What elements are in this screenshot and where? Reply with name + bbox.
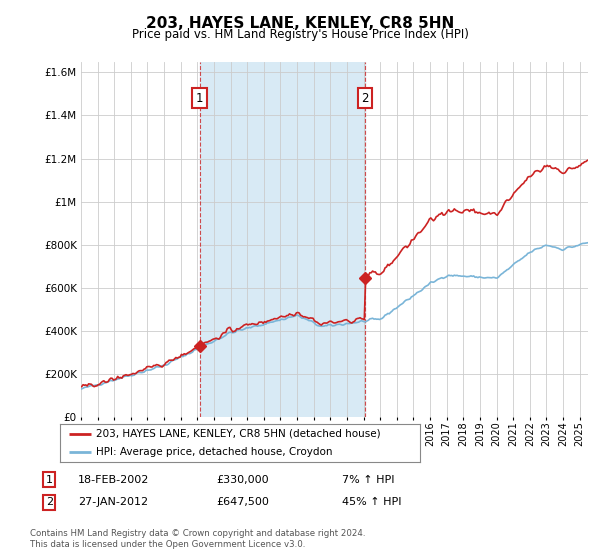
Text: Contains HM Land Registry data © Crown copyright and database right 2024.: Contains HM Land Registry data © Crown c… [30, 529, 365, 538]
Text: 1: 1 [46, 475, 53, 485]
Text: £647,500: £647,500 [216, 497, 269, 507]
Text: £330,000: £330,000 [216, 475, 269, 485]
Bar [200, 62, 365, 417]
Text: 7% ↑ HPI: 7% ↑ HPI [342, 475, 395, 485]
Text: This data is licensed under the Open Government Licence v3.0.: This data is licensed under the Open Gov… [30, 540, 305, 549]
Text: HPI: Average price, detached house, Croydon: HPI: Average price, detached house, Croy… [96, 447, 332, 457]
Text: 203, HAYES LANE, KENLEY, CR8 5HN: 203, HAYES LANE, KENLEY, CR8 5HN [146, 16, 454, 31]
Text: Price paid vs. HM Land Registry's House Price Index (HPI): Price paid vs. HM Land Registry's House … [131, 28, 469, 41]
Text: 18-FEB-2002: 18-FEB-2002 [78, 475, 149, 485]
Text: 27-JAN-2012: 27-JAN-2012 [78, 497, 148, 507]
Text: 45% ↑ HPI: 45% ↑ HPI [342, 497, 401, 507]
Text: 203, HAYES LANE, KENLEY, CR8 5HN (detached house): 203, HAYES LANE, KENLEY, CR8 5HN (detach… [96, 429, 380, 439]
Text: 2: 2 [361, 92, 368, 105]
Text: 2: 2 [46, 497, 53, 507]
Text: 1: 1 [196, 92, 203, 105]
